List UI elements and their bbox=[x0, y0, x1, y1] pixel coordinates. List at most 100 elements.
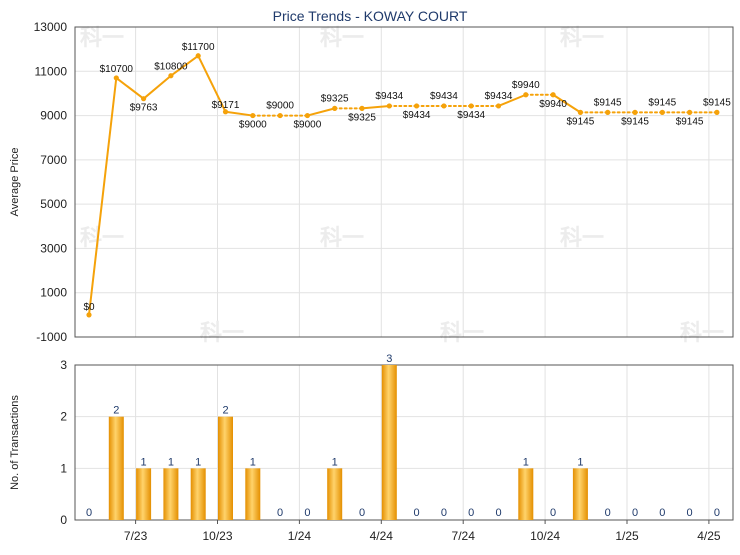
chart-title: Price Trends - KOWAY COURT bbox=[273, 8, 468, 24]
price-point bbox=[523, 92, 529, 98]
tx-data-label: 2 bbox=[222, 405, 228, 417]
price-point bbox=[495, 103, 502, 109]
watermark: 科一 bbox=[440, 320, 484, 345]
tx-bar bbox=[245, 468, 261, 520]
tx-bar bbox=[163, 468, 179, 520]
price-data-label: $9434 bbox=[457, 110, 485, 121]
price-data-label: $9000 bbox=[266, 101, 294, 112]
price-point bbox=[386, 103, 392, 109]
tx-data-label: 0 bbox=[605, 507, 611, 519]
x-tick-label: 4/24 bbox=[370, 529, 394, 543]
price-data-label: $11700 bbox=[182, 42, 215, 53]
tx-data-label: 0 bbox=[86, 507, 92, 519]
price-point bbox=[304, 112, 310, 119]
price-data-label: $9145 bbox=[676, 116, 704, 127]
price-data-label: $9145 bbox=[648, 97, 676, 108]
price-data-label: $0 bbox=[83, 302, 95, 313]
price-point bbox=[86, 312, 92, 318]
price-point bbox=[687, 109, 693, 115]
price-data-label: $9434 bbox=[485, 91, 513, 102]
price-point bbox=[141, 96, 147, 102]
tx-data-label: 1 bbox=[523, 456, 529, 468]
tx-data-label: 0 bbox=[468, 507, 474, 519]
price-data-label: $9763 bbox=[130, 103, 158, 114]
price-line-segment bbox=[224, 110, 254, 117]
price-point bbox=[195, 53, 201, 59]
price-data-label: $9145 bbox=[566, 116, 594, 127]
tx-data-label: 0 bbox=[277, 507, 283, 519]
x-tick-label: 7/24 bbox=[452, 529, 476, 543]
price-line-segment bbox=[306, 107, 336, 117]
price-plot-frame bbox=[74, 26, 734, 338]
price-point bbox=[168, 73, 174, 79]
watermark: 科一 bbox=[320, 25, 364, 50]
x-tick-label: 10/23 bbox=[202, 529, 232, 543]
price-data-label: $9434 bbox=[403, 110, 431, 121]
price-point bbox=[222, 109, 229, 115]
watermark: 科一 bbox=[80, 25, 124, 50]
price-y-tick-label: 1000 bbox=[40, 286, 67, 300]
price-point bbox=[659, 109, 665, 115]
tx-data-label: 2 bbox=[113, 405, 119, 417]
tx-data-label: 1 bbox=[141, 456, 147, 468]
tx-data-label: 1 bbox=[332, 456, 338, 468]
price-y-axis-title: Average Price bbox=[9, 148, 21, 217]
price-line-segment bbox=[497, 93, 527, 107]
watermark: 科一 bbox=[680, 320, 724, 345]
watermark: 科一 bbox=[560, 25, 604, 50]
tx-data-label: 0 bbox=[359, 507, 365, 519]
price-y-tick-label: 9000 bbox=[40, 109, 67, 123]
tx-data-label: 1 bbox=[195, 456, 201, 468]
price-point bbox=[605, 109, 611, 115]
tx-data-label: 1 bbox=[168, 456, 174, 468]
tx-y-axis-title: No. of Transactions bbox=[9, 395, 21, 490]
tx-plot-frame bbox=[74, 364, 734, 521]
tx-bar bbox=[136, 468, 152, 520]
price-y-tick-label: 11000 bbox=[35, 64, 68, 78]
price-line-segment bbox=[361, 104, 391, 110]
tx-data-label: 0 bbox=[550, 507, 556, 519]
tx-data-label: 1 bbox=[577, 456, 583, 468]
x-tick-label: 1/24 bbox=[288, 529, 312, 543]
price-point bbox=[550, 92, 556, 98]
price-data-label: $9145 bbox=[594, 97, 622, 108]
tx-data-label: 0 bbox=[495, 507, 501, 519]
tx-bar bbox=[572, 468, 588, 520]
price-line-segment bbox=[142, 74, 172, 100]
x-tick-label: 10/24 bbox=[530, 529, 560, 543]
tx-bar bbox=[518, 468, 534, 520]
tx-data-label: 0 bbox=[632, 507, 638, 519]
price-point bbox=[332, 105, 338, 111]
watermark: 科一 bbox=[560, 225, 604, 250]
price-line-segment bbox=[197, 54, 227, 113]
price-point bbox=[468, 103, 474, 109]
price-data-label: $10700 bbox=[100, 64, 134, 75]
x-tick-label: 7/23 bbox=[124, 529, 148, 543]
price-line-segment bbox=[552, 93, 582, 114]
price-data-label: $9434 bbox=[430, 91, 458, 102]
price-data-label: $9325 bbox=[348, 112, 376, 123]
tx-data-label: 3 bbox=[386, 353, 392, 365]
x-tick-label: 1/25 bbox=[615, 529, 639, 543]
tx-y-tick-label: 1 bbox=[60, 461, 67, 475]
price-data-label: $9145 bbox=[621, 116, 649, 127]
price-line-segment bbox=[115, 76, 145, 100]
tx-y-tick-label: 2 bbox=[60, 410, 67, 424]
price-point bbox=[277, 112, 283, 119]
tx-data-label: 0 bbox=[414, 507, 420, 519]
price-line-segment bbox=[169, 54, 200, 77]
price-data-label: $9325 bbox=[321, 93, 349, 104]
price-line-segment bbox=[88, 76, 118, 316]
price-data-label: $9434 bbox=[375, 91, 403, 102]
price-point bbox=[577, 109, 584, 115]
watermark: 科一 bbox=[80, 225, 124, 250]
watermark: 科一 bbox=[200, 320, 244, 345]
tx-data-label: 0 bbox=[659, 507, 665, 519]
price-point bbox=[714, 109, 720, 115]
price-y-tick-label: 13000 bbox=[34, 20, 68, 34]
tx-data-label: 1 bbox=[250, 456, 256, 468]
price-data-label: $9171 bbox=[212, 100, 240, 111]
price-y-tick-label: -1000 bbox=[36, 330, 67, 344]
price-point bbox=[250, 112, 256, 119]
